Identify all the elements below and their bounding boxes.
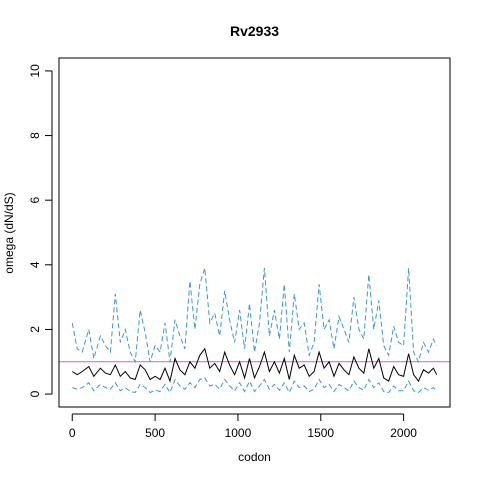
x-tick-label: 0 bbox=[69, 426, 76, 440]
y-tick-label: 8 bbox=[28, 132, 42, 139]
y-tick-label: 10 bbox=[28, 64, 42, 78]
plot-frame bbox=[58, 57, 451, 408]
series-line-upper bbox=[71, 267, 438, 364]
x-tick-label: 1000 bbox=[225, 426, 252, 440]
y-tick-label: 4 bbox=[28, 261, 42, 268]
chart-title: Rv2933 bbox=[230, 23, 279, 39]
plot-layer bbox=[59, 267, 450, 394]
series-line-estimate bbox=[72, 347, 438, 383]
axis-layer: 0 500 1000 1500 2000 0 2 4 6 8 10 bbox=[28, 64, 417, 440]
series-line-lower bbox=[72, 377, 438, 394]
x-tick-label: 1500 bbox=[307, 426, 334, 440]
y-tick-label: 0 bbox=[28, 390, 42, 397]
x-axis-label: codon bbox=[238, 450, 271, 464]
y-tick-label: 6 bbox=[28, 197, 42, 204]
x-tick-label: 2000 bbox=[390, 426, 417, 440]
y-axis-label: omega (dN/dS) bbox=[2, 192, 16, 273]
y-tick-label: 2 bbox=[28, 326, 42, 333]
x-tick-label: 500 bbox=[145, 426, 165, 440]
